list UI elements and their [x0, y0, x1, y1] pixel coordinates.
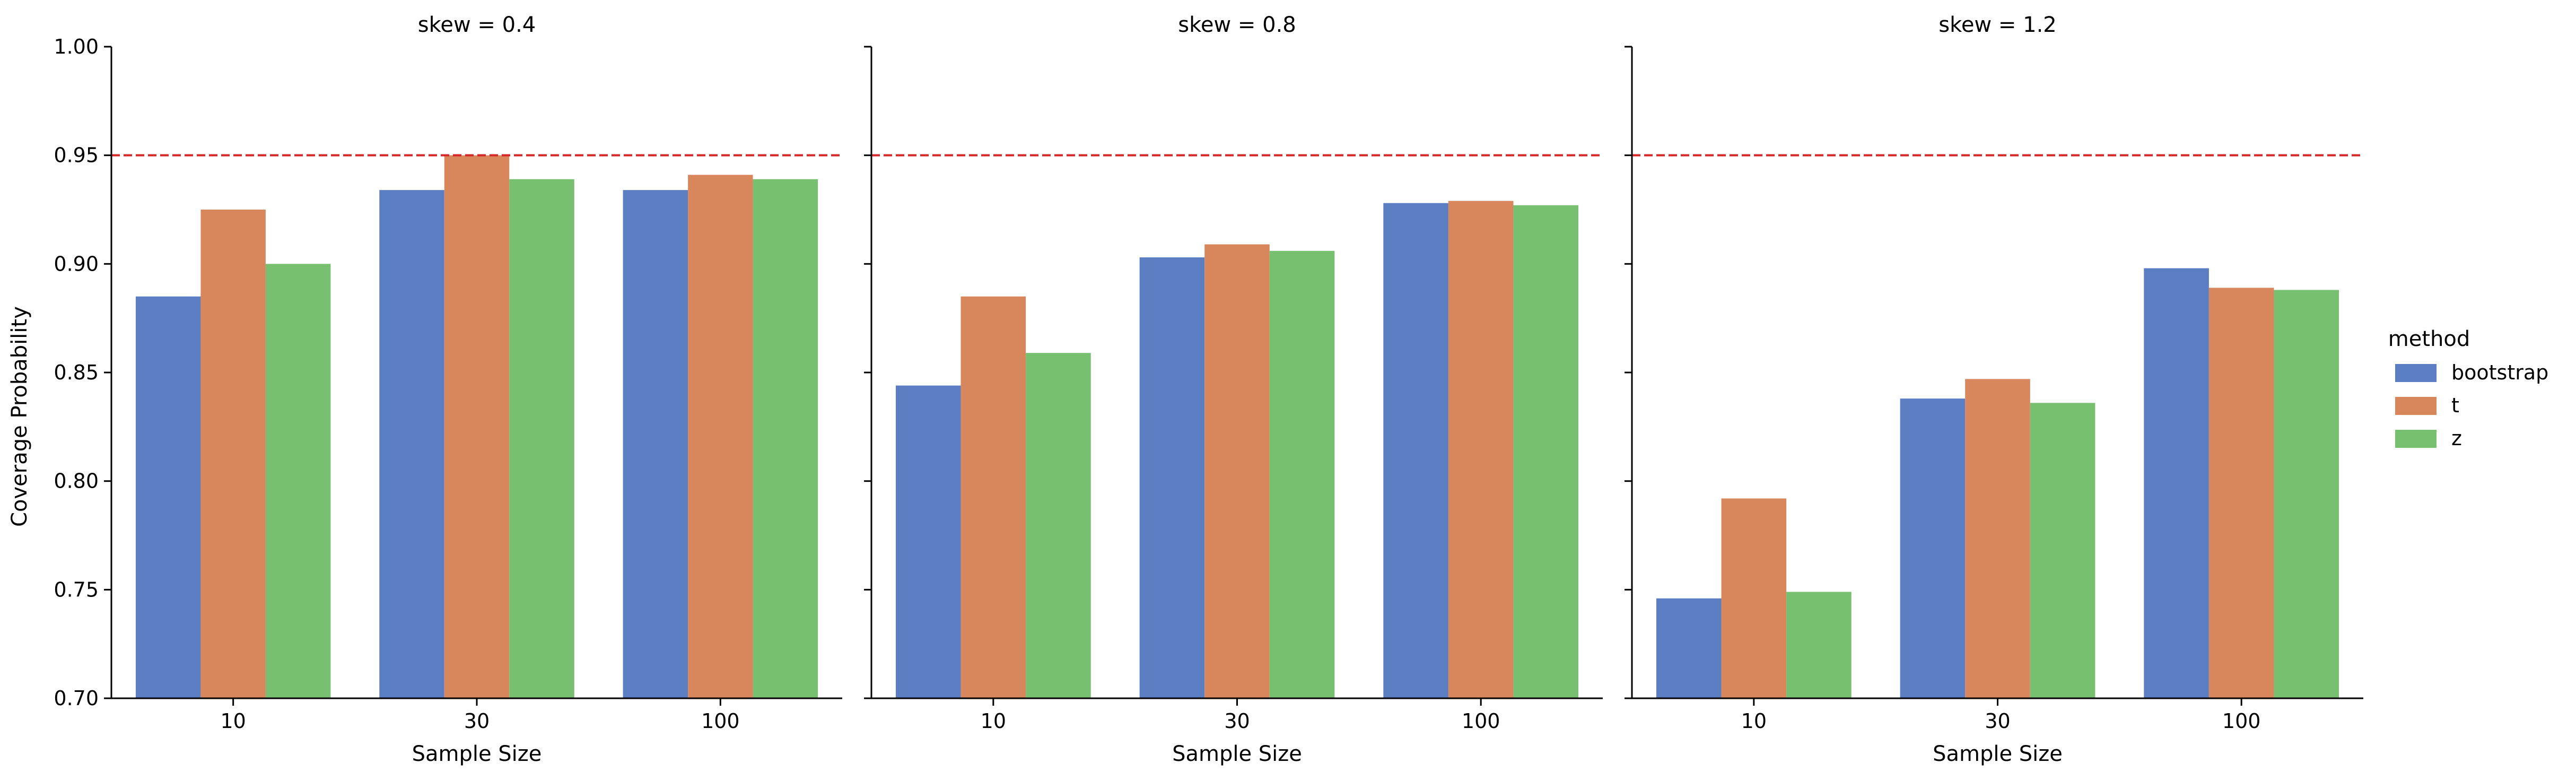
y-tick-label: 0.90	[54, 252, 99, 275]
bar-t-n10	[1721, 498, 1787, 698]
x-tick-label: 30	[464, 709, 490, 733]
bar-bootstrap-n100	[623, 190, 688, 698]
bar-z-n10	[265, 264, 331, 698]
bar-bootstrap-n30	[1900, 398, 1966, 698]
legend-swatch-z	[2395, 430, 2437, 448]
bar-t-n30	[444, 155, 510, 699]
bar-t-n100	[688, 175, 753, 698]
x-tick-label: 100	[1462, 709, 1500, 733]
bar-bootstrap-n30	[379, 190, 444, 698]
x-axis-title: Sample Size	[412, 742, 542, 766]
panel-title: skew = 0.4	[418, 13, 536, 37]
panel-title: skew = 1.2	[1938, 13, 2056, 37]
legend-label-z: z	[2451, 427, 2462, 450]
y-tick-label: 0.75	[54, 578, 99, 601]
panel-title: skew = 0.8	[1178, 13, 1296, 37]
bar-bootstrap-n10	[135, 296, 201, 698]
bar-z-n100	[1513, 205, 1579, 698]
y-tick-label: 1.00	[54, 35, 99, 58]
bar-bootstrap-n100	[2144, 268, 2209, 698]
legend: method bootstrap tz	[2388, 327, 2548, 450]
bar-z-n30	[2030, 403, 2095, 698]
x-tick-label: 10	[1741, 709, 1767, 733]
legend-title: method	[2388, 327, 2470, 351]
chart-panels: skew = 0.4 0.70 0.75 0.80 0.85 0.90 0.95 1.00 10…	[54, 13, 2363, 766]
bar-t-n100	[2208, 288, 2274, 698]
bar-bootstrap-n100	[1383, 203, 1448, 699]
panel-3: skew = 1.2 10 30 100 Sample Size	[1625, 13, 2363, 766]
bar-z-n100	[753, 179, 818, 698]
x-tick-label: 100	[701, 709, 740, 733]
bar-z-n30	[1269, 250, 1335, 699]
bar-t-n30	[1204, 244, 1270, 698]
legend-label-bootstrap: bootstrap	[2451, 361, 2548, 384]
y-axis-title: Coverage Probability	[7, 306, 32, 527]
bar-bootstrap-n10	[1656, 598, 1722, 698]
bar-z-n100	[2274, 290, 2339, 698]
bar-t-n30	[1965, 379, 2030, 698]
legend-label-t: t	[2451, 394, 2459, 417]
y-tick-label: 0.70	[54, 687, 99, 710]
bar-t-n10	[960, 296, 1026, 698]
bar-z-n30	[509, 179, 574, 698]
legend-swatch-t	[2395, 397, 2437, 415]
bar-bootstrap-n30	[1139, 257, 1205, 698]
x-axis-title: Sample Size	[1933, 742, 2063, 766]
x-axis-title: Sample Size	[1172, 742, 1302, 766]
legend-swatch-bootstrap	[2395, 364, 2437, 382]
y-tick-label: 0.95	[54, 144, 99, 167]
bar-t-n10	[200, 210, 266, 698]
x-tick-label: 30	[1985, 709, 2010, 733]
y-tick-label: 0.85	[54, 361, 99, 384]
x-tick-label: 30	[1224, 709, 1250, 733]
x-tick-label: 100	[2222, 709, 2261, 733]
x-tick-label: 10	[220, 709, 246, 733]
x-tick-label: 10	[981, 709, 1006, 733]
y-tick-label: 0.80	[54, 470, 99, 493]
bar-t-n100	[1448, 201, 1514, 698]
panel-2: skew = 0.8 10 30 100 Sample Size	[864, 13, 1603, 766]
bar-z-n10	[1026, 353, 1091, 698]
panel-1: skew = 0.4 0.70 0.75 0.80 0.85 0.90 0.95 1.00 10…	[54, 13, 842, 766]
bar-bootstrap-n10	[895, 385, 961, 698]
bar-z-n10	[1786, 592, 1852, 698]
